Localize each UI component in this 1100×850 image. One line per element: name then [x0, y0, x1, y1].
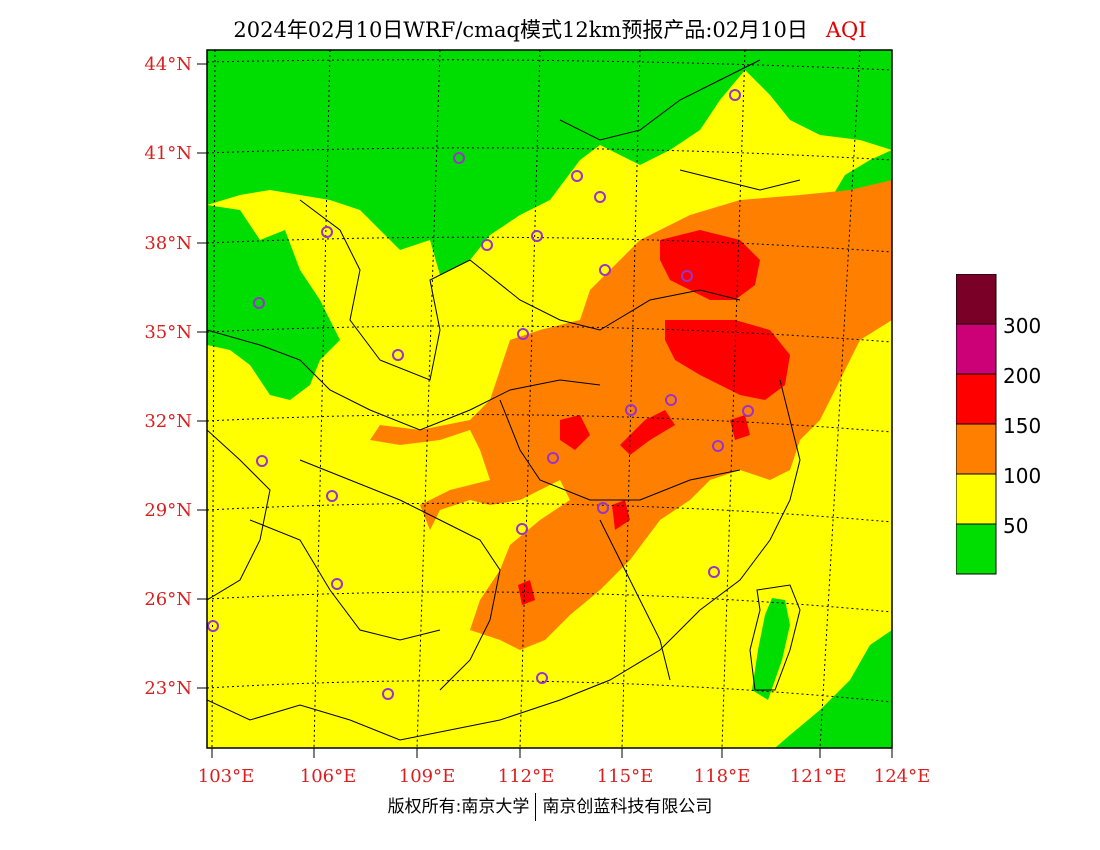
- lon-label: 109°E: [399, 766, 456, 787]
- city-marker: [625, 404, 637, 416]
- legend-label-100: 100: [1003, 464, 1042, 488]
- copyright-separator: [535, 793, 537, 821]
- city-marker: [708, 566, 720, 578]
- aqi-zone-good-west: [207, 205, 340, 400]
- lon-label: 103°E: [198, 766, 255, 787]
- city-marker: [382, 688, 394, 700]
- lat-axis: 44°N 41°N 38°N 35°N 32°N 29°N 26°N 23°N: [144, 54, 207, 699]
- lon-label: 115°E: [597, 766, 654, 787]
- copyright-footer: 版权所有:南京大学 南京创蓝科技有限公司: [0, 792, 1100, 821]
- aqi-legend: [955, 273, 998, 580]
- lon-label: 124°E: [874, 766, 931, 787]
- lon-axis: 103°E 106°E 109°E 112°E 115°E 118°E 121°…: [198, 748, 931, 787]
- legend-swatch-100-150: [955, 423, 997, 475]
- legend-swatch-0-50: [955, 523, 997, 575]
- city-marker: [712, 440, 724, 452]
- aqi-zone-unhealthy-spot3: [518, 580, 535, 605]
- city-marker: [742, 405, 754, 417]
- aqi-zone-unhealthy-spot4: [730, 415, 750, 440]
- map-title: 2024年02月10日WRF/cmaq模式12km预报产品:02月10日 AQI: [0, 14, 1100, 44]
- city-marker: [253, 297, 265, 309]
- lat-label: 26°N: [144, 589, 192, 610]
- aqi-zone-unhealthy-spot2: [612, 500, 630, 530]
- title-main: 2024年02月10日WRF/cmaq模式12km预报产品:02月10日: [233, 18, 808, 42]
- lat-label: 41°N: [144, 143, 192, 164]
- city-marker: [392, 349, 404, 361]
- legend-swatch-200-300: [955, 323, 997, 375]
- city-marker: [536, 672, 548, 684]
- city-marker: [599, 264, 611, 276]
- aqi-zone-good-north: [207, 50, 892, 275]
- legend-label-150: 150: [1003, 414, 1042, 438]
- city-marker: [321, 226, 333, 238]
- city-marker: [597, 502, 609, 514]
- copyright-left: 版权所有:南京大学: [387, 797, 530, 817]
- city-marker: [331, 578, 343, 590]
- lat-label: 23°N: [144, 678, 192, 699]
- aqi-zone-unhealthy-band: [620, 410, 675, 455]
- lat-label: 29°N: [144, 500, 192, 521]
- lon-label: 121°E: [790, 766, 847, 787]
- city-marker: [547, 452, 559, 464]
- legend-swatch-150-200: [955, 373, 997, 425]
- map-frame: [206, 49, 893, 749]
- city-marker: [517, 328, 529, 340]
- legend-label-300: 300: [1003, 314, 1042, 338]
- city-marker: [326, 490, 338, 502]
- province-borders: [207, 59, 801, 741]
- city-marker: [531, 230, 543, 242]
- city-marker: [516, 523, 528, 535]
- city-marker: [453, 152, 465, 164]
- city-markers: [207, 89, 754, 700]
- legend-colorbar: [955, 273, 997, 575]
- city-marker: [207, 620, 219, 632]
- lat-label: 32°N: [144, 411, 192, 432]
- legend-label-50: 50: [1003, 514, 1029, 538]
- lat-label: 35°N: [144, 322, 192, 343]
- lat-label: 44°N: [144, 54, 192, 75]
- city-marker: [681, 270, 693, 282]
- aqi-zone-good-taiwan: [752, 598, 790, 700]
- city-marker: [571, 170, 583, 182]
- lon-label: 106°E: [300, 766, 357, 787]
- city-marker: [256, 455, 268, 467]
- lat-label: 38°N: [144, 233, 192, 254]
- aqi-zone-unhealthy-spot1: [560, 415, 590, 450]
- title-variable: AQI: [825, 18, 867, 42]
- city-marker: [665, 394, 677, 406]
- lon-label: 112°E: [498, 766, 555, 787]
- map-area: [207, 50, 892, 748]
- legend-swatch-50-100: [955, 473, 997, 525]
- legend-swatch-300-plus: [955, 273, 997, 325]
- copyright-right: 南京创蓝科技有限公司: [542, 797, 713, 817]
- city-marker: [729, 89, 741, 101]
- lon-label: 118°E: [694, 766, 751, 787]
- aqi-zone-unhealthy-north: [660, 230, 760, 300]
- city-marker: [594, 191, 606, 203]
- legend-label-200: 200: [1003, 364, 1042, 388]
- aqi-zone-unhealthy-central: [665, 320, 790, 400]
- aqi-zone-good-southeast: [775, 630, 892, 748]
- city-marker: [481, 239, 493, 251]
